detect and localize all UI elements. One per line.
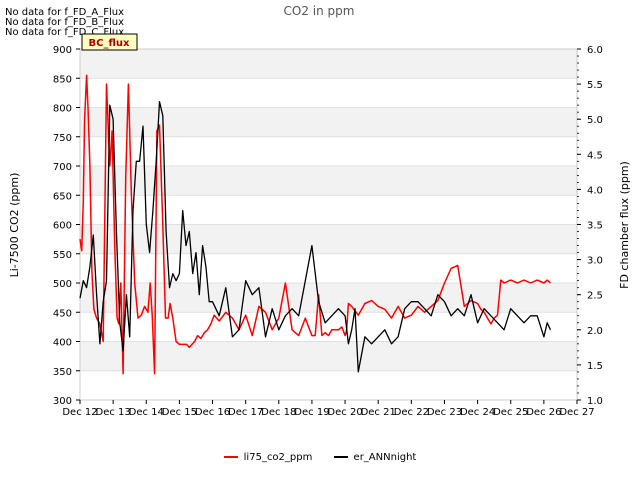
legend: li75_co2_ppm er_ANNnight xyxy=(0,452,640,463)
x-tick-label: Dec 17 xyxy=(228,407,263,418)
x-tick-label: Dec 27 xyxy=(559,407,594,418)
y-tick-label: 300 xyxy=(53,396,72,407)
chart-title: CO2 in ppm xyxy=(284,4,355,18)
y-tick-label: 400 xyxy=(53,338,72,349)
grid-band xyxy=(80,166,577,196)
y-axis-label: Li-7500 CO2 (ppm) xyxy=(8,173,21,278)
y-tick-label: 650 xyxy=(53,191,72,202)
x-tick-label: Dec 12 xyxy=(62,407,97,418)
no-data-message-a: No data for f_FD_A_Flux xyxy=(5,7,125,18)
y-tick-label: 900 xyxy=(53,45,72,56)
grid-band xyxy=(80,49,577,79)
y2-tick-label: 4.5 xyxy=(587,150,603,161)
grid-band xyxy=(80,283,577,313)
y2-tick-label: 1.5 xyxy=(587,361,603,372)
y2-tick-label: 5.5 xyxy=(587,80,603,91)
badge-label: BC_flux xyxy=(89,38,130,49)
y2-tick-label: 2.0 xyxy=(587,326,603,337)
x-tick-label: Dec 16 xyxy=(195,407,230,418)
x-tick-label: Dec 15 xyxy=(162,407,197,418)
grid-band xyxy=(80,312,577,342)
series-line-red xyxy=(79,74,551,375)
grid-band xyxy=(80,136,577,166)
y-tick-label: 800 xyxy=(53,104,72,115)
x-tick-label: Dec 19 xyxy=(294,407,329,418)
x-tick-label: Dec 26 xyxy=(526,407,561,418)
legend-label-red: li75_co2_ppm xyxy=(243,452,313,463)
y-tick-label: 550 xyxy=(53,250,72,261)
y-tick-label: 600 xyxy=(53,221,72,232)
x-tick-label: Dec 23 xyxy=(427,407,462,418)
legend-label-black: er_ANNnight xyxy=(353,452,417,463)
y2-tick-label: 6.0 xyxy=(587,45,603,56)
grid-band xyxy=(80,341,577,371)
x-tick-label: Dec 22 xyxy=(394,407,429,418)
grid-band xyxy=(80,224,577,254)
bc-flux-badge: BC_flux xyxy=(81,33,138,51)
no-data-message-b: No data for f_FD_B_Flux xyxy=(5,17,125,28)
x-tick-label: Dec 18 xyxy=(261,407,296,418)
grid-band xyxy=(80,253,577,283)
y2-axis-label: FD chamber flux (ppm) xyxy=(618,161,631,289)
x-tick-label: Dec 13 xyxy=(96,407,131,418)
y2-tick-label: 5.0 xyxy=(587,115,603,126)
x-tick-label: Dec 14 xyxy=(129,407,164,418)
x-tick-label: Dec 21 xyxy=(361,407,396,418)
x-tick-label: Dec 20 xyxy=(327,407,362,418)
y2-tick-label: 2.5 xyxy=(587,291,603,302)
grid-band xyxy=(80,107,577,137)
y2-tick-label: 4.0 xyxy=(587,185,603,196)
legend-item-red: li75_co2_ppm xyxy=(223,452,313,463)
legend-swatch-red xyxy=(223,456,238,458)
series-line-black xyxy=(79,101,552,373)
no-data-message-c: No data for f_FD_C_Flux xyxy=(5,27,125,38)
y-tick-label: 750 xyxy=(53,133,72,144)
x-tick-label: Dec 25 xyxy=(493,407,528,418)
y-tick-label: 700 xyxy=(53,162,72,173)
y-tick-label: 850 xyxy=(53,74,72,85)
legend-swatch-black xyxy=(333,456,348,458)
grid-band xyxy=(80,370,577,400)
y2-tick-label: 1.0 xyxy=(587,396,603,407)
y-tick-label: 500 xyxy=(53,279,72,290)
grid-band xyxy=(80,78,577,108)
legend-item-black: er_ANNnight xyxy=(333,452,417,463)
y-tick-label: 450 xyxy=(53,308,72,319)
y2-tick-label: 3.0 xyxy=(587,256,603,267)
y-tick-label: 350 xyxy=(53,367,72,378)
grid-band xyxy=(80,195,577,225)
y2-tick-label: 3.5 xyxy=(587,221,603,232)
x-tick-label: Dec 24 xyxy=(460,407,495,418)
